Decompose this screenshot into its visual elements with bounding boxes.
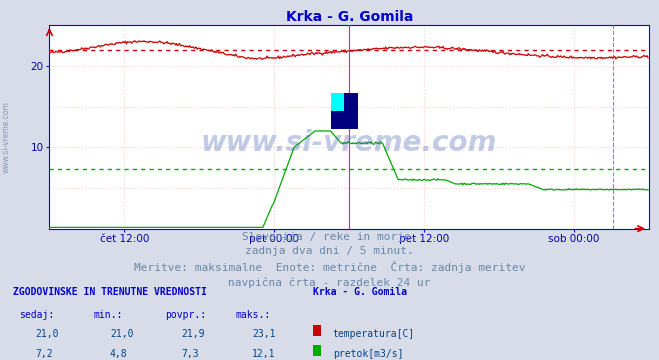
Text: 4,8: 4,8 <box>110 349 128 359</box>
Bar <box>313 345 322 356</box>
Title: Krka - G. Gomila: Krka - G. Gomila <box>285 10 413 24</box>
Text: 23,1: 23,1 <box>252 329 275 339</box>
Bar <box>313 325 322 336</box>
Polygon shape <box>331 111 358 129</box>
Text: Slovenija / reke in morje.
zadnja dva dni / 5 minut.
Meritve: maksimalne  Enote:: Slovenija / reke in morje. zadnja dva dn… <box>134 232 525 288</box>
Text: 21,0: 21,0 <box>110 329 133 339</box>
Text: min.:: min.: <box>94 310 123 320</box>
Text: Krka - G. Gomila: Krka - G. Gomila <box>313 287 407 297</box>
Text: pretok[m3/s]: pretok[m3/s] <box>333 349 403 359</box>
Polygon shape <box>331 93 358 111</box>
Text: 21,0: 21,0 <box>36 329 59 339</box>
Text: 12,1: 12,1 <box>252 349 275 359</box>
Text: ZGODOVINSKE IN TRENUTNE VREDNOSTI: ZGODOVINSKE IN TRENUTNE VREDNOSTI <box>13 287 207 297</box>
Text: www.si-vreme.com: www.si-vreme.com <box>201 129 498 157</box>
Text: 7,2: 7,2 <box>36 349 53 359</box>
Text: 7,3: 7,3 <box>181 349 198 359</box>
Text: maks.:: maks.: <box>236 310 271 320</box>
Polygon shape <box>331 93 345 129</box>
Text: povpr.:: povpr.: <box>165 310 206 320</box>
Text: temperatura[C]: temperatura[C] <box>333 329 415 339</box>
Text: www.si-vreme.com: www.si-vreme.com <box>2 101 11 173</box>
Polygon shape <box>345 93 358 129</box>
Text: sedaj:: sedaj: <box>20 310 55 320</box>
Text: 21,9: 21,9 <box>181 329 204 339</box>
